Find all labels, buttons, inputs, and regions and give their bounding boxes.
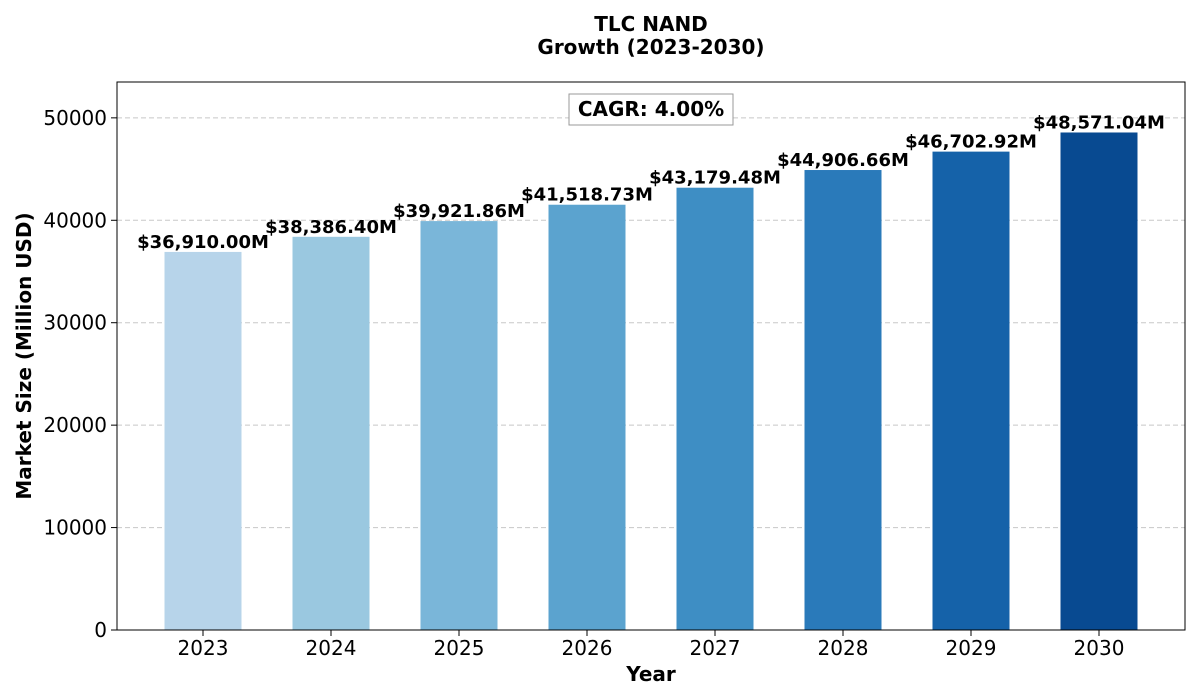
value-label-2029: $46,702.92M [905,132,1037,153]
value-label-2027: $43,179.48M [649,168,781,189]
value-label-2028: $44,906.66M [777,150,909,171]
x-tick-label-2023: 2023 [178,636,229,660]
x-tick-label-2025: 2025 [434,636,485,660]
bar-2029 [932,151,1010,630]
bar-2023 [164,251,242,630]
x-axis-ticks: 2023 2024 2025 2026 2027 2028 2029 2030 [178,630,1125,660]
x-tick-label-2024: 2024 [306,636,357,660]
bar-2030 [1060,132,1138,630]
y-tick-label: 30000 [43,311,107,335]
bar-2027 [676,187,754,630]
y-tick-label: 0 [94,618,107,642]
value-label-2023: $36,910.00M [137,232,269,253]
x-tick-label-2026: 2026 [562,636,613,660]
bar-2028 [804,170,882,631]
y-tick-label: 20000 [43,413,107,437]
value-label-2026: $41,518.73M [521,185,653,206]
chart-title-line1: TLC NAND [594,12,708,36]
y-axis-ticks: 0 10000 20000 30000 40000 50000 [43,106,117,642]
x-tick-label-2029: 2029 [946,636,997,660]
bar-2024 [292,236,370,630]
bars [164,132,1138,631]
y-tick-label: 40000 [43,208,107,232]
value-labels: $36,910.00M$38,386.40M$39,921.86M$41,518… [137,112,1165,252]
y-tick-label: 50000 [43,106,107,130]
x-tick-label-2030: 2030 [1074,636,1125,660]
bar-2026 [548,204,626,630]
cagr-annotation-box [568,93,734,126]
x-tick-label-2028: 2028 [818,636,869,660]
value-label-2025: $39,921.86M [393,201,525,222]
y-axis-label: Market Size (Million USD) [12,212,36,499]
y-tick-label: 10000 [43,516,107,540]
value-label-2030: $48,571.04M [1033,112,1165,133]
plot-frame [116,81,1186,631]
cagr-annotation: CAGR: 4.00% [578,97,724,121]
value-label-2024: $38,386.40M [265,217,397,238]
x-tick-label-2027: 2027 [690,636,741,660]
x-axis-label: Year [625,662,676,686]
bar-2025 [420,221,498,631]
chart-title-line2: Growth (2023-2030) [537,35,764,59]
